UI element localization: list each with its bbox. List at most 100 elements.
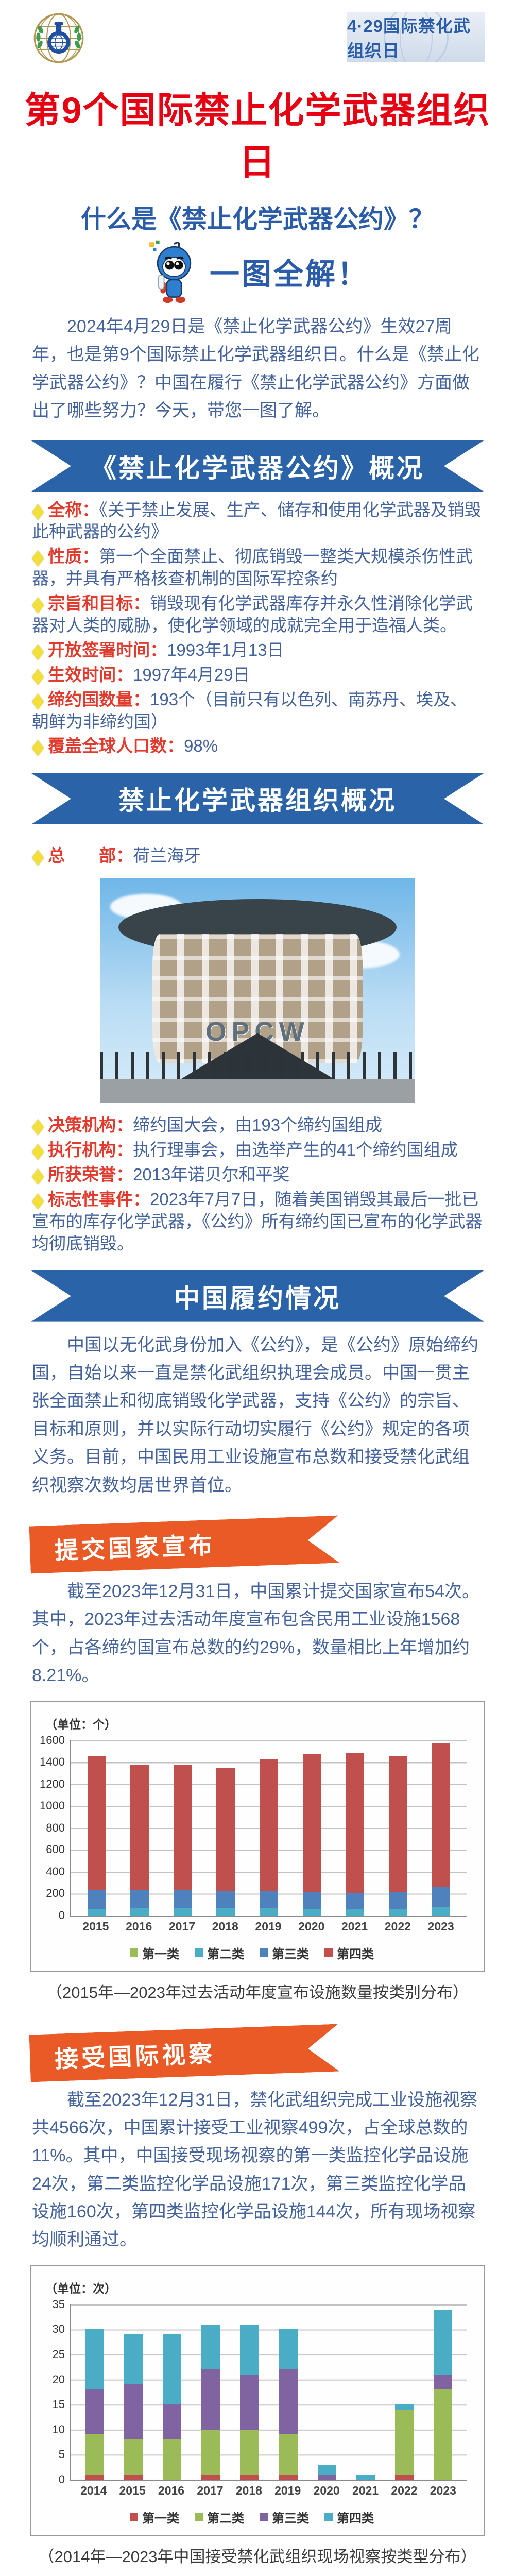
bar-segment-第三类 <box>173 1889 192 1908</box>
chart-x-axis: 2015 2016 2017 2018 2019 2020 2021 2022 2023 <box>70 1917 467 1934</box>
badge-label: 4·29国际禁化武组织日 <box>347 16 471 60</box>
legend-item: 第四类 <box>324 2508 374 2526</box>
y-tick-label: 800 <box>46 1821 65 1834</box>
bar-segment-第二类 <box>124 2439 143 2475</box>
bullet-label: 执行机构： <box>48 1140 133 1160</box>
legend-swatch-icon <box>260 1948 268 1957</box>
x-tick-label: 2020 <box>298 1919 325 1933</box>
bar-2016 <box>130 1765 149 1916</box>
bar-segment-第四类 <box>130 1765 149 1890</box>
bar-2019 <box>279 2329 298 2480</box>
bar-2022 <box>388 1756 407 1916</box>
bar-segment-第二类 <box>259 1908 278 1916</box>
y-tick-label: 1400 <box>40 1755 65 1768</box>
bar-segment-第四类 <box>201 2324 220 2370</box>
x-tick-label: 2016 <box>158 2483 185 2497</box>
x-tick-label: 2017 <box>168 1919 196 1933</box>
diamond-icon: ◆ <box>32 1139 44 1162</box>
tagline-row: 一图全解！ <box>0 240 515 303</box>
bar-segment-第二类 <box>388 1908 407 1916</box>
building-ground <box>100 1079 415 1104</box>
bar-segment-第四类 <box>302 1754 321 1892</box>
bullet-item: ◆ 执行机构：执行理事会，由选举产生的41个缔约国组成 <box>32 1139 483 1162</box>
bullet-item: ◆ 宗旨和目标：销毁现有化学武器库存并永久性消除化学武器对人类的威胁，使化学领域的… <box>32 592 483 637</box>
bullet-item: ◆ 全称：《关于禁止发展、生产、储存和使用化学武器及销毁此种武器的公约》 <box>32 499 483 544</box>
building-fence <box>100 1052 415 1083</box>
bullet-text: 2023年7月7日，随着美国销毁其最后一批已宣布的库存化学武器，《公约》所有缔约… <box>32 1189 483 1253</box>
china-paragraph: 中国以无化武身份加入《公约》，是《公约》原始缔约国，自始以来一直是禁化武组织执理… <box>32 1335 478 1495</box>
x-tick-label: 2016 <box>126 1919 152 1933</box>
x-tick-label: 2020 <box>313 2483 340 2497</box>
bullet-item: ◆ 所获荣誉：2013年诺贝尔和平奖 <box>32 1164 483 1187</box>
bullet-item: ◆ 开放签署时间：1993年1月13日 <box>32 639 483 663</box>
y-tick-label: 1600 <box>40 1733 65 1747</box>
bar-2021 <box>346 1752 365 1916</box>
bar-2017 <box>173 1765 192 1916</box>
bar-segment-第三类 <box>201 2369 220 2430</box>
bullet-item: ◆ 决策机构：缔约国大会，由193个缔约国组成 <box>32 1114 483 1138</box>
bar-2015 <box>124 2334 143 2480</box>
bar-segment-第二类 <box>302 1908 321 1916</box>
legend-swatch-icon <box>130 2513 138 2521</box>
bar-segment-第三类 <box>388 1892 407 1909</box>
sub-banner-declaration: 提交国家宣布 <box>29 1515 340 1573</box>
legend-swatch-icon <box>260 2513 268 2521</box>
diamond-icon: ◆ <box>32 688 44 712</box>
bullet-text: 1993年1月13日 <box>167 640 284 659</box>
bullet-label: 宗旨和目标： <box>48 594 150 613</box>
bar-segment-第二类 <box>201 2429 220 2475</box>
x-tick-label: 2019 <box>255 1919 282 1933</box>
legend-swatch-icon <box>195 2513 203 2521</box>
declaration-chart-caption: （2015年—2023年过去活动年度宣布设施数量按类别分布） <box>46 1983 469 2002</box>
x-tick-label: 2018 <box>212 1919 238 1933</box>
bar-2020 <box>317 2464 336 2480</box>
bar-segment-第四类 <box>240 2324 259 2375</box>
bullet-label: 缔约国数量： <box>48 689 150 709</box>
bar-2018 <box>240 2324 259 2480</box>
bar-segment-第三类 <box>279 2369 298 2435</box>
diamond-icon: ◆ <box>32 546 44 569</box>
bar-segment-第二类 <box>87 1908 106 1916</box>
y-tick-label: 400 <box>46 1865 65 1878</box>
chart-legend: 第一类 第二类 第三类 第四类 <box>37 2508 467 2526</box>
bar-segment-第三类 <box>162 2404 181 2440</box>
inspection-chart: （单位：次） 0 5 10 15 20 25 30 35 2014 2015 2016 2017 20… <box>30 2265 485 2536</box>
bullet-text: 缔约国大会，由193个缔约国组成 <box>133 1115 383 1135</box>
legend-label: 第二类 <box>207 1947 244 1961</box>
bullet-text: 2013年诺贝尔和平奖 <box>133 1165 290 1184</box>
legend-label: 第一类 <box>142 2511 179 2526</box>
bar-segment-第二类 <box>434 2389 453 2480</box>
chart-plot-area <box>70 1740 467 1917</box>
chart-unit-label: （单位：个） <box>45 1717 116 1731</box>
bar-segment-第三类 <box>259 1891 278 1908</box>
bar-segment-第二类 <box>85 2434 104 2475</box>
bar-segment-第三类 <box>216 1890 235 1908</box>
diamond-icon: ◆ <box>32 639 44 663</box>
bar-segment-第四类 <box>216 1768 235 1891</box>
bullet-label: 所获荣誉： <box>48 1165 133 1184</box>
bar-2016 <box>162 2334 181 2480</box>
page-title: 第9个国际禁止化学武器组织日 <box>24 90 491 182</box>
bar-segment-第四类 <box>279 2329 298 2370</box>
bar-segment-第三类 <box>87 1890 106 1909</box>
bar-segment-第二类 <box>432 1907 451 1916</box>
bar-segment-第四类 <box>259 1758 278 1891</box>
bar-segment-第三类 <box>302 1892 321 1909</box>
bullet-text: 第一个全面禁止、彻底销毁一整类大规模杀伤性武器，并具有严格核查机制的国际军控条约 <box>32 547 473 588</box>
chart-bars <box>71 2304 467 2480</box>
legend-item: 第四类 <box>324 1944 374 1962</box>
inspection-paragraph: 截至2023年12月31日，禁化武组织完成工业设施视察共4566次，中国累计接受… <box>32 2090 478 2250</box>
x-tick-label: 2021 <box>341 1919 368 1933</box>
diamond-icon: ◆ <box>32 735 44 759</box>
bullet-label: 生效时间： <box>48 665 133 684</box>
bullet-text: 执行理事会，由选举产生的41个缔约国组成 <box>133 1140 458 1160</box>
bullet-text: 荷兰海牙 <box>133 846 201 866</box>
y-tick-label: 1200 <box>40 1777 65 1790</box>
legend-swatch-icon <box>195 1948 203 1957</box>
bar-2022 <box>395 2404 414 2480</box>
page-header: 4·29国际禁化武组织日 <box>0 0 515 67</box>
chart-y-axis: 0 5 10 15 20 25 30 35 <box>37 2298 70 2486</box>
diamond-icon: ◆ <box>32 845 44 869</box>
bullet-label: 全称： <box>48 500 99 519</box>
bullet-label: 决策机构： <box>48 1115 133 1135</box>
